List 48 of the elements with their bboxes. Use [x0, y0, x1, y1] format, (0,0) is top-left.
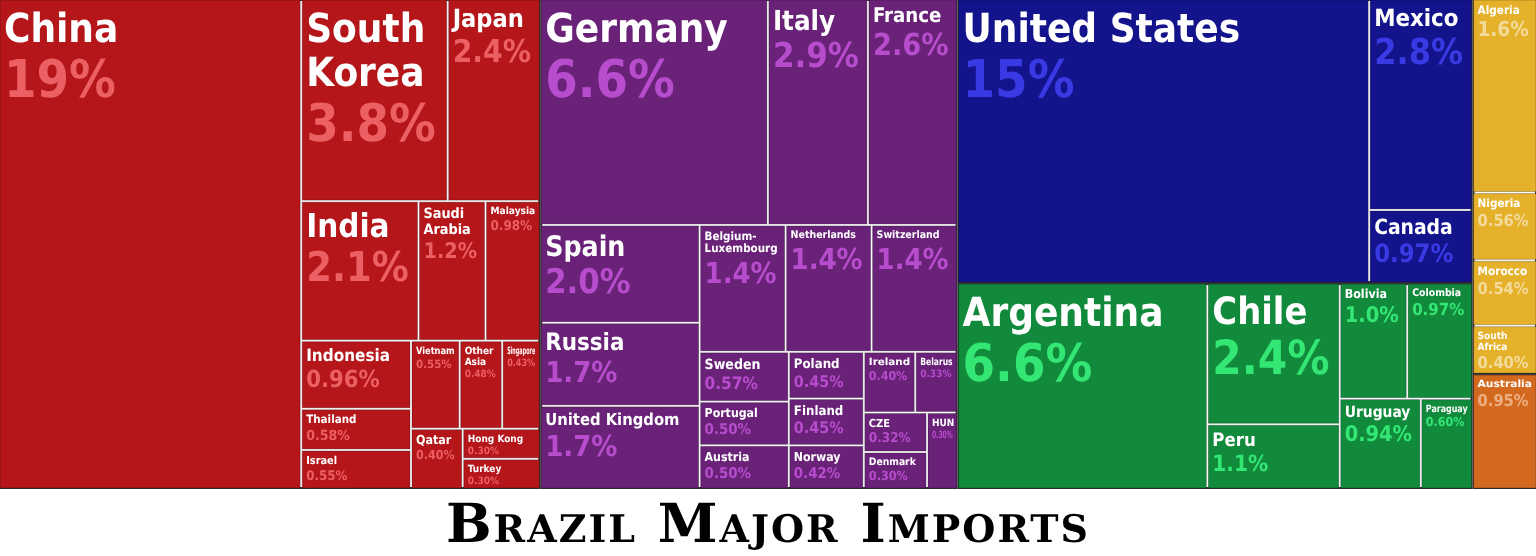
data-label: 2.6%: [872, 27, 950, 64]
category-label: Spain: [545, 232, 626, 265]
data-label: 2.8%: [1374, 32, 1464, 75]
data-label: 1.6%: [1477, 20, 1529, 43]
category-label: India: [306, 207, 390, 246]
data-label: 15%: [962, 51, 1075, 112]
category-label: Canada: [1374, 215, 1453, 240]
data-label: 6.6%: [545, 51, 675, 112]
data-label: 1.7%: [545, 432, 618, 465]
category-label: France: [872, 6, 942, 29]
data-label: 1.4%: [876, 244, 949, 277]
data-label: 6.6%: [962, 335, 1093, 396]
data-label: 0.97%: [1412, 299, 1466, 320]
category-label: Japan: [450, 3, 524, 34]
data-label: 2.1%: [306, 243, 409, 292]
category-label: China: [4, 4, 119, 52]
data-label: 1.7%: [545, 357, 618, 390]
category-label: Italy: [772, 5, 836, 38]
category-label: Mexico: [1374, 3, 1459, 32]
data-label: 2.4%: [452, 31, 532, 70]
category-label: Germany: [545, 4, 729, 52]
data-label: 1.0%: [1344, 302, 1400, 329]
data-label: 0.40%: [1477, 352, 1530, 373]
data-label: 2.0%: [545, 263, 631, 304]
text: Brazil Major Imports: [445, 494, 1091, 556]
data-label: 0.57%: [704, 374, 759, 395]
data-label: 0.54%: [1477, 277, 1530, 298]
category-label: Indonesia: [306, 346, 390, 367]
category-label: Russia: [545, 327, 625, 356]
data-label: 1.4%: [790, 244, 863, 277]
data-label: 2.9%: [772, 36, 859, 77]
data-label: 3.8%: [306, 95, 436, 156]
category-label: Peru: [1212, 429, 1256, 452]
category-label: Chile: [1212, 291, 1308, 334]
data-label: 0.56%: [1477, 210, 1530, 231]
data-label: 19%: [4, 51, 116, 112]
category-label: Argentina: [962, 288, 1164, 337]
category-label: South Korea: [306, 4, 426, 96]
data-label: 0.97%: [1374, 238, 1455, 269]
data-label: 2.4%: [1212, 330, 1330, 387]
data-label: 0.96%: [306, 364, 381, 393]
data-label: 1.4%: [704, 258, 777, 291]
data-label: 0.94%: [1344, 421, 1413, 448]
data-label: 1.2%: [423, 238, 478, 265]
data-label: 1.1%: [1212, 450, 1269, 477]
data-label: 0.95%: [1477, 389, 1530, 410]
category-label: United States: [962, 4, 1241, 52]
category-label: United Kingdom: [545, 409, 681, 430]
